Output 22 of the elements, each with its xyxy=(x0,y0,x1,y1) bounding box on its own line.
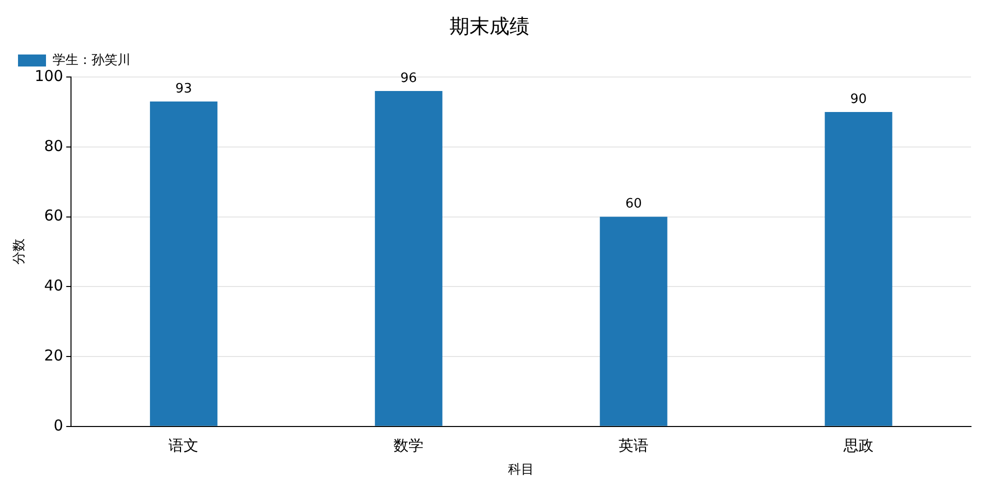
bar xyxy=(600,216,668,426)
y-tick-label: 20 xyxy=(44,346,64,364)
x-tick-label: 思政 xyxy=(842,436,874,454)
chart-title: 期末成绩 xyxy=(450,14,530,38)
data-label: 96 xyxy=(400,70,417,86)
x-axis-title: 科目 xyxy=(508,462,534,478)
bar xyxy=(374,90,442,426)
legend-label: 学生：孙笑川 xyxy=(52,52,130,68)
bar xyxy=(824,112,892,426)
x-tick-label: 语文 xyxy=(168,436,199,454)
y-tick-label: 100 xyxy=(34,66,64,85)
y-axis-title: 分数 xyxy=(12,238,28,265)
y-tick-label: 60 xyxy=(44,206,64,225)
y-tick-label: 80 xyxy=(44,136,64,155)
data-label: 60 xyxy=(625,196,642,212)
y-tick-label: 0 xyxy=(54,416,64,434)
x-tick-label: 数学 xyxy=(394,436,424,454)
data-label: 90 xyxy=(850,92,867,107)
data-label: 93 xyxy=(175,81,192,96)
y-tick-label: 40 xyxy=(44,276,64,295)
x-tick-label: 英语 xyxy=(618,436,649,454)
bar xyxy=(150,101,218,426)
